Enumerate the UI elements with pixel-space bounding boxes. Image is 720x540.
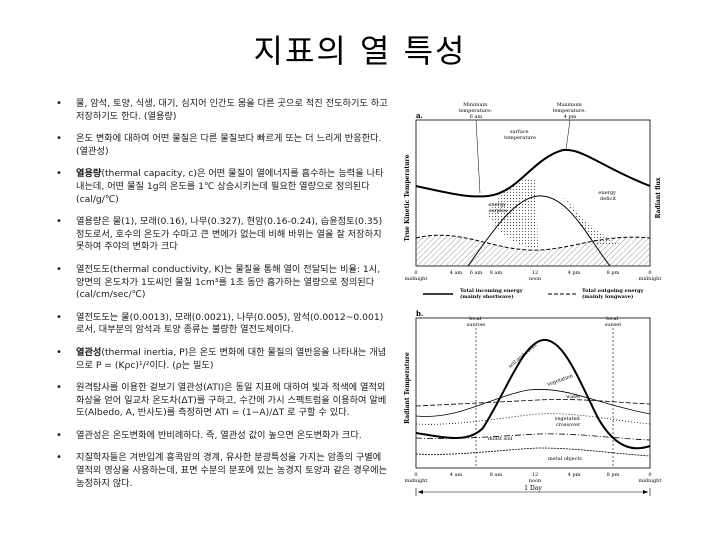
panel-a-ticks: 0 4 am 6 am 8 am 12 4 pm 8 pm 0 midnight… <box>405 270 662 282</box>
soil-rock-curve <box>415 338 651 450</box>
annotation-maximum: Maximum temperature: 4 pm <box>552 102 587 120</box>
tick-label: 12 <box>532 270 538 276</box>
tick-sublabel: midnight <box>405 276 428 282</box>
tick-label: 8 am <box>490 472 503 478</box>
tick-label: 0 <box>648 270 651 276</box>
annotation-surface: surface temperature <box>504 129 536 141</box>
annotation-surplus: energy surplus <box>488 202 507 214</box>
label-vegetation: vegetation <box>546 373 575 388</box>
slide-title: 지표의 열 특성 <box>253 32 467 70</box>
y-axis-label-left: Radiant Temperature <box>404 352 411 424</box>
y-axis-label-left: True Kinetic Temperature <box>404 154 411 241</box>
tick-sublabel: midnight <box>639 276 662 282</box>
incoming-energy-curve <box>467 195 611 267</box>
water-curve <box>415 399 651 407</box>
tick-label: 0 <box>414 270 417 276</box>
panel-b-frame <box>415 317 651 469</box>
tick-sublabel: noon <box>529 276 542 282</box>
tick-label: 4 pm <box>568 270 581 276</box>
tick-label: 0 <box>414 472 417 478</box>
bullet-item: 물, 암석, 토양, 식생, 대기, 심지어 인간도 몸을 다른 곳으로 적진 … <box>50 98 390 123</box>
thermal-figure: a. True Kinetic Temperature Radiant flux… <box>404 102 662 496</box>
metal-curve <box>415 447 651 457</box>
energy-deficit-area <box>563 196 620 246</box>
annotation-sunset: local sunset <box>605 316 622 328</box>
bullet-item: 지질학자들은 겨반입계 흥콕암의 경계, 유사한 분광특성을 가지는 암종의 구… <box>50 452 390 490</box>
legend-out: Total outgoing energy (mainly longwave) <box>582 288 645 300</box>
label-metal: metal objects <box>548 456 582 462</box>
tick-label: 8 pm <box>607 270 620 276</box>
surface-temperature-curve <box>415 148 651 198</box>
vegetation-curve <box>415 389 651 417</box>
panel-a-legend: Total incoming energy (mainly shortwave)… <box>423 288 645 300</box>
tick-sublabel: midnight <box>405 478 428 484</box>
annotation-sunrise: local sunrise <box>467 316 486 328</box>
moist-soil-curve <box>415 433 651 441</box>
label-water: water <box>566 394 581 400</box>
bullet-item: 열관성은 온도변화에 반비례하다. 즉, 열관성 값이 높으면 온도변화가 크다… <box>50 430 390 443</box>
y-axis-label-right: Radiant flux <box>655 177 662 218</box>
annotation-deficit: energy deficit <box>598 190 617 202</box>
tick-label: 4 pm <box>568 472 581 478</box>
bullet-list: 물, 암석, 토양, 식생, 대기, 심지어 인간도 몸을 다른 곳으로 적진 … <box>50 98 390 500</box>
bullet-item: 원격탐사를 이용한 겉보기 열관성(ATI)은 동일 지표에 대하여 빛과 적색… <box>50 382 390 420</box>
outgoing-energy-curve <box>415 234 651 251</box>
energy-surplus-area <box>488 178 538 249</box>
label-soil: soil and rocks <box>507 342 538 369</box>
bullet-item: 열전도도는 물(0.0013), 모래(0.0021), 나무(0.005), … <box>50 312 390 337</box>
bullet-item: 온도 변화에 대하여 어떤 물질은 다른 물질보다 빠르게 또는 더 느리게 반… <box>50 133 390 158</box>
annotation-minimum-leader <box>475 119 481 194</box>
annotation-maximum-leader <box>565 119 571 151</box>
day-span: 1 Day <box>415 485 651 496</box>
bullet-item: 열관성(thermal inertia, P)은 온도 변화에 대한 물질의 열… <box>50 347 390 372</box>
annotation-minimum: Minimum temperature: 6 am <box>458 102 493 120</box>
tick-label: 4 am <box>450 270 463 276</box>
panel-b: b. Radiant Temperature local sunrise loc… <box>404 309 661 496</box>
tick-label: 4 am <box>450 472 463 478</box>
bullet-item: 열용량은 물(1), 모래(0.16), 나무(0.327), 현암(0.16-… <box>50 216 390 254</box>
label-moist: moist soil <box>488 436 513 442</box>
legend-in: Total incoming energy (mainly shortwave) <box>460 288 524 300</box>
label-wetland: vegetated crossover <box>554 416 582 428</box>
tick-label: 12 <box>532 472 538 478</box>
panel-a-label: a. <box>416 111 423 120</box>
tick-label: 8 pm <box>607 472 620 478</box>
panel-b-label: b. <box>416 309 423 318</box>
day-label: 1 Day <box>524 485 542 492</box>
panel-a: a. True Kinetic Temperature Radiant flux… <box>404 102 662 300</box>
tick-label: 6 am <box>470 270 483 276</box>
tick-sublabel: noon <box>529 478 542 484</box>
bullet-item: 열용량(thermal capacity, c)은 어떤 물질이 열에너지를 흡… <box>50 168 390 206</box>
tick-label: 0 <box>648 472 651 478</box>
outgoing-energy-area <box>416 235 650 266</box>
tick-sublabel: midnight <box>639 478 662 484</box>
panel-b-ticks: 0 4 am 8 am 12 4 pm 8 pm 0 midnight noon… <box>405 472 662 484</box>
wetland-curve <box>415 413 651 425</box>
bullet-item: 열전도도(thermal conductivity, K)는 물질을 통해 열이… <box>50 264 390 302</box>
tick-label: 8 am <box>490 270 503 276</box>
